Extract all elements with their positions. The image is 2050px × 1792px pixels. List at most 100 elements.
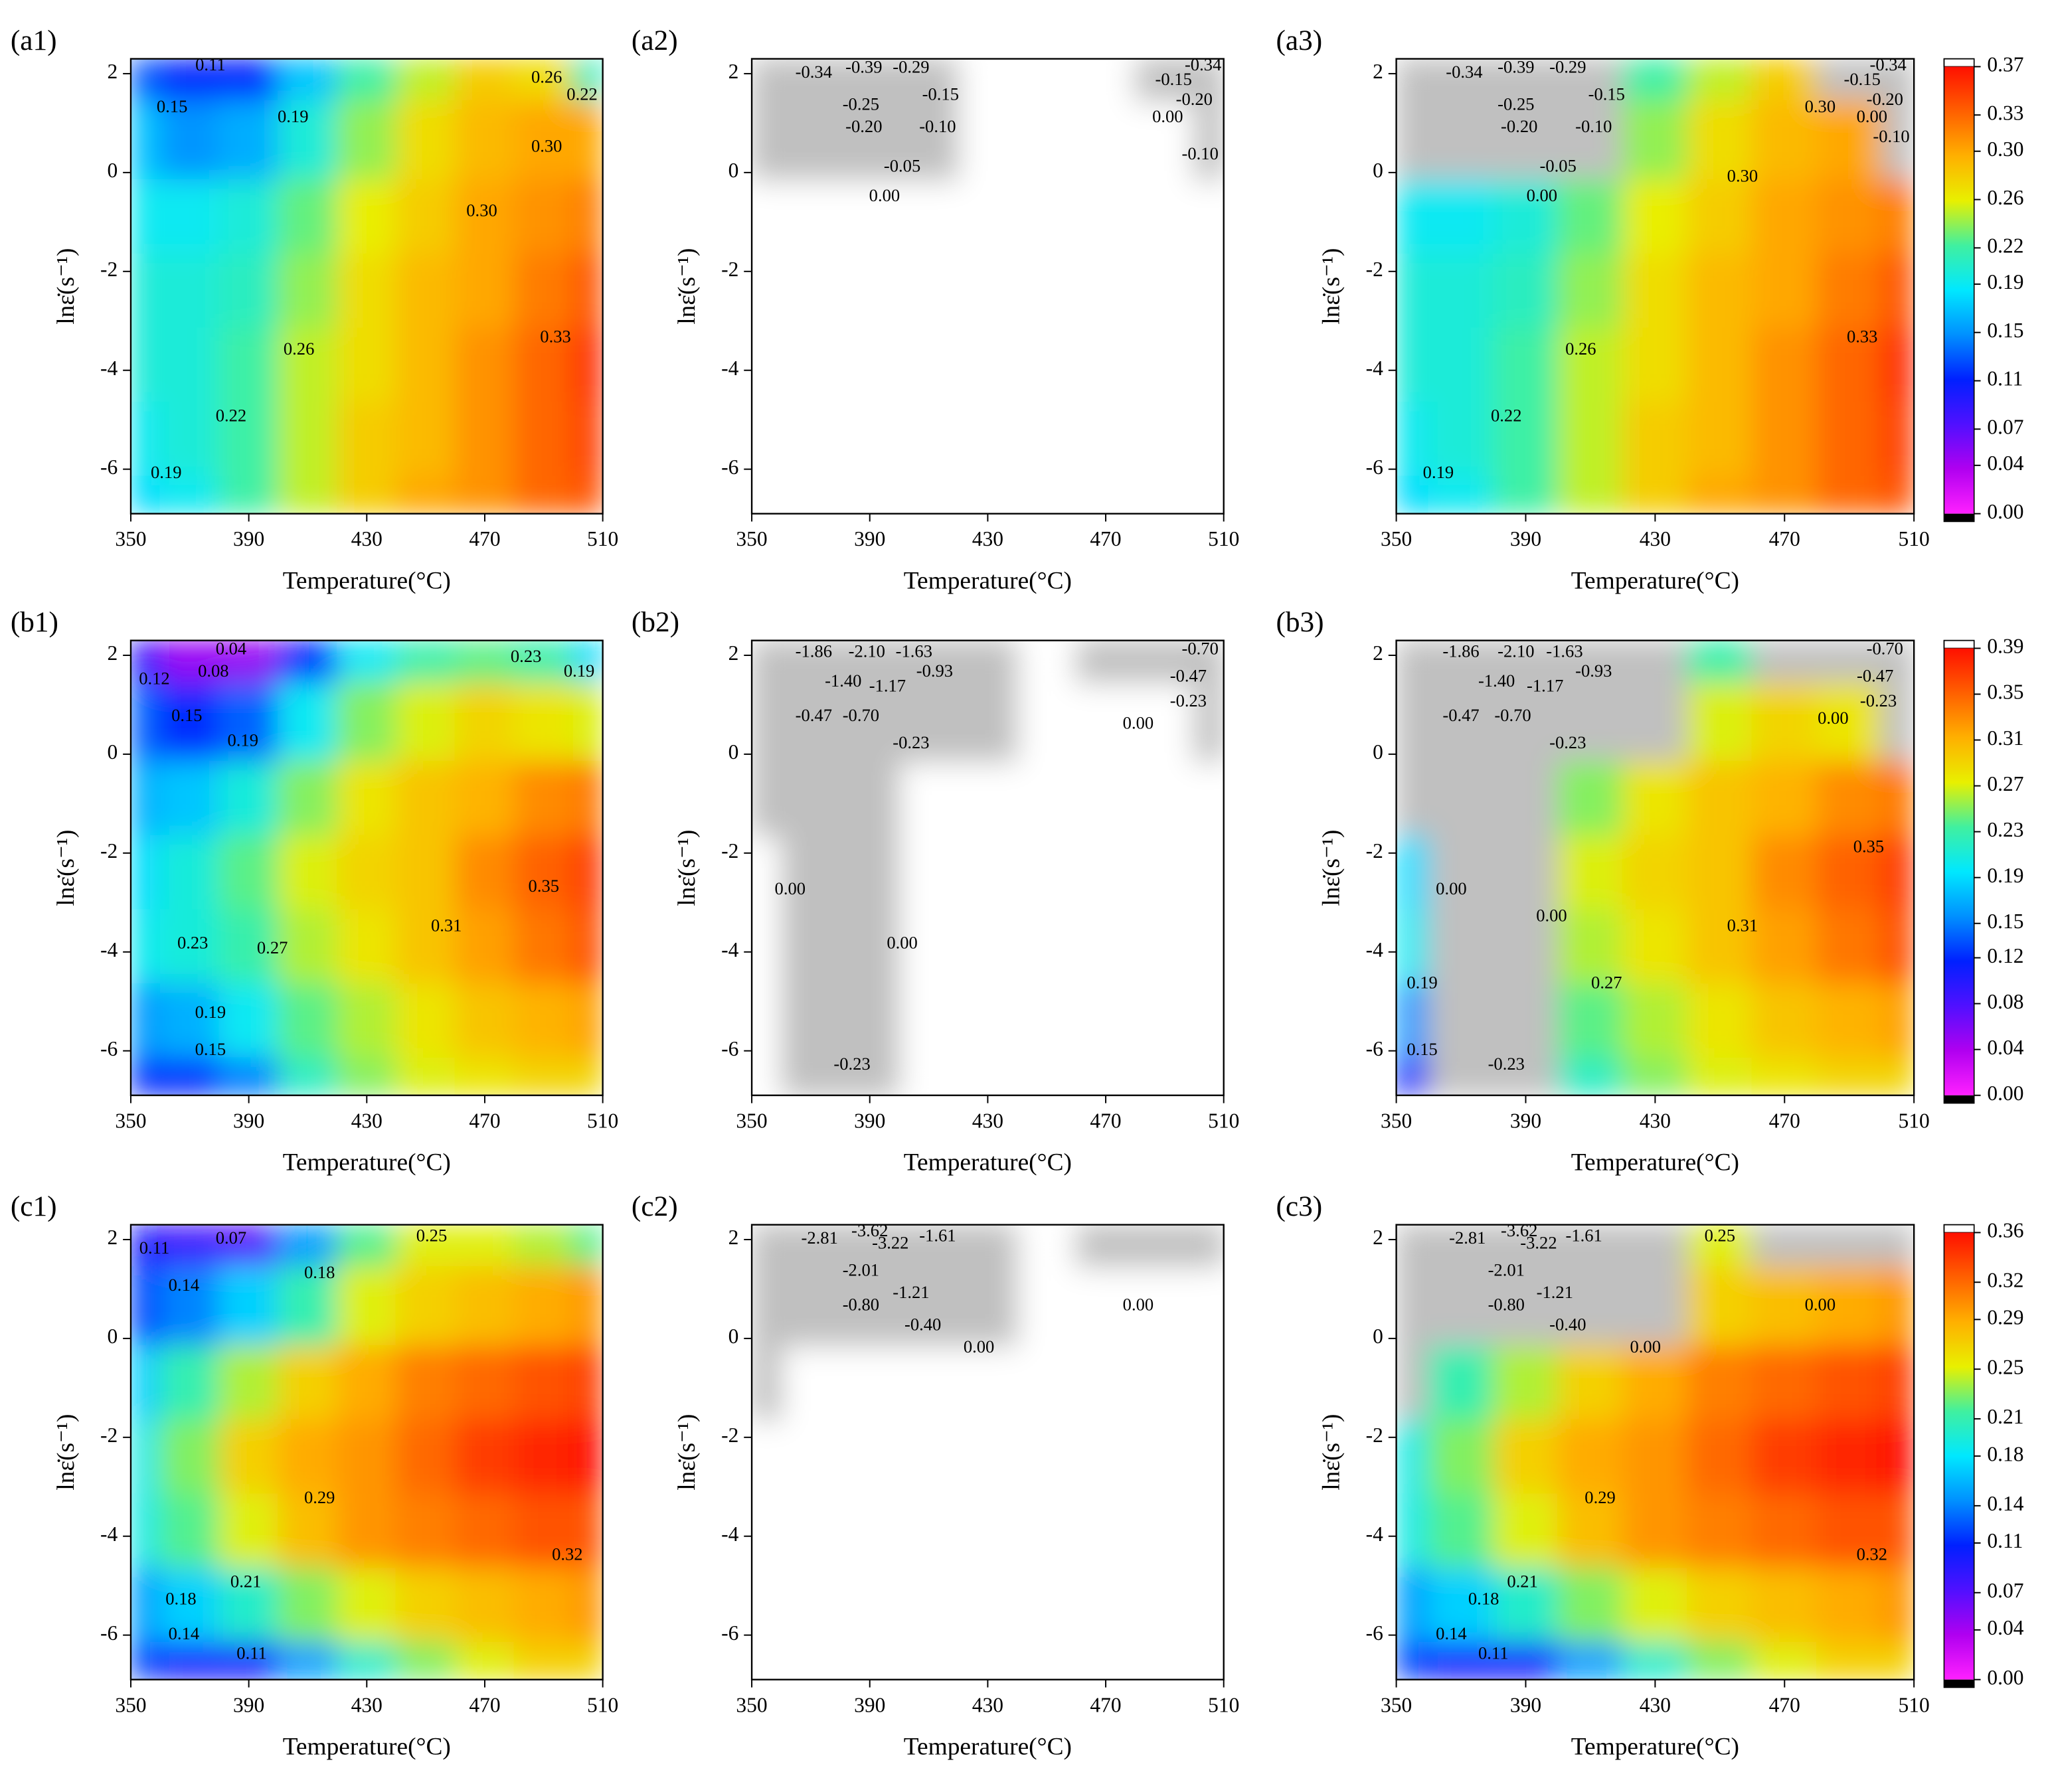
field-cell — [454, 681, 515, 763]
contour-label: -0.23 — [893, 732, 929, 752]
field-cell — [159, 909, 220, 985]
contour-label: -1.21 — [1537, 1282, 1573, 1302]
field-cell — [218, 327, 280, 404]
field-cell — [1622, 681, 1689, 763]
field — [1396, 640, 1915, 1096]
field-cell — [130, 640, 161, 683]
field-cell — [513, 1345, 574, 1421]
field-cell — [513, 327, 574, 404]
field-cell — [336, 253, 397, 329]
field-cell — [1428, 1224, 1494, 1267]
field-cell — [1492, 681, 1559, 763]
field-cell — [1557, 1265, 1624, 1347]
x-axis-label: Temperature(°C) — [1571, 1734, 1739, 1761]
field-cell — [1687, 835, 1753, 911]
field-cell — [839, 761, 900, 837]
contour-label: -0.70 — [1494, 705, 1531, 725]
field-cell — [1751, 1419, 1818, 1495]
field-cell — [130, 327, 161, 404]
y-tick-label: -6 — [721, 1037, 738, 1060]
field-cell — [1816, 1224, 1883, 1267]
contour-label: 0.21 — [1507, 1572, 1537, 1591]
field-cell — [1492, 1057, 1559, 1096]
field-cell — [1492, 640, 1559, 683]
field-cell — [1134, 640, 1195, 683]
field-cell — [278, 179, 338, 255]
contour-label: -1.61 — [1566, 1225, 1602, 1245]
field-cell — [1492, 983, 1559, 1059]
field-cell — [1622, 1568, 1689, 1643]
field-cell — [1557, 640, 1624, 683]
field-cell — [780, 1224, 841, 1267]
field-cell — [159, 475, 220, 514]
colorbar — [1944, 1232, 1974, 1680]
field-cell — [1687, 640, 1753, 683]
field-cell — [1816, 1265, 1883, 1347]
field-cell — [278, 1419, 338, 1495]
x-tick-label: 350 — [115, 1109, 146, 1132]
colorbar-tick-label: 0.15 — [1987, 319, 2023, 342]
field-cell — [1492, 1493, 1559, 1570]
field-cell — [1492, 179, 1559, 255]
x-tick-label: 430 — [351, 1693, 383, 1716]
contour-label: -0.10 — [1873, 126, 1909, 146]
field-cell — [1687, 1345, 1753, 1421]
field-cell — [1396, 475, 1430, 514]
field-cell — [454, 1419, 515, 1495]
field-cell — [1816, 100, 1883, 181]
field-cell — [1396, 1419, 1430, 1495]
field-cell — [572, 761, 603, 837]
field-cell — [395, 909, 456, 985]
field-cell — [454, 835, 515, 911]
field-cell — [1492, 909, 1559, 985]
field-cell — [336, 58, 397, 102]
contour-label: 0.18 — [1468, 1589, 1499, 1609]
field-cell — [513, 681, 574, 763]
colorbar-tick-label: 0.00 — [1987, 1666, 2023, 1689]
field-cell — [1557, 761, 1624, 837]
contour-label: 0.00 — [1818, 708, 1848, 728]
contour-label: 0.00 — [964, 1337, 994, 1356]
field-cell — [159, 640, 220, 683]
colorbar-tick-label: 0.36 — [1987, 1219, 2023, 1242]
field-cell — [780, 909, 841, 985]
panel-title: (c1) — [11, 1190, 57, 1222]
field-cell — [1622, 835, 1689, 911]
field-cell — [1881, 402, 1915, 477]
field-cell — [1428, 179, 1494, 255]
contour-label: 0.23 — [177, 933, 208, 953]
field-cell — [336, 835, 397, 911]
field-cell — [513, 58, 574, 102]
field-cell — [454, 1493, 515, 1570]
x-tick-label: 390 — [233, 527, 264, 550]
y-tick-label: 2 — [108, 60, 118, 83]
colorbar-top-cap — [1943, 639, 1975, 649]
field-cell — [1557, 100, 1624, 181]
colorbar — [1944, 648, 1974, 1096]
contour-label: 0.00 — [1436, 878, 1466, 898]
field-cell — [513, 983, 574, 1059]
field-cell — [1881, 1493, 1915, 1570]
contour-label: 0.26 — [284, 339, 314, 359]
field-cell — [1751, 58, 1818, 102]
field-cell — [1557, 983, 1624, 1059]
field-cell — [1751, 179, 1818, 255]
field-cell — [1751, 909, 1818, 985]
field-cell — [130, 1568, 161, 1643]
contour-label: 0.35 — [529, 876, 559, 896]
field-cell — [1881, 253, 1915, 329]
plot-area — [1396, 1224, 1915, 1680]
y-tick-label: -2 — [1366, 1424, 1383, 1447]
contour-label: -0.39 — [1497, 57, 1534, 77]
colorbar-tick-label: 0.08 — [1987, 990, 2023, 1013]
field-cell — [1492, 1419, 1559, 1495]
field-cell — [1557, 475, 1624, 514]
field-cell — [1557, 1057, 1624, 1096]
field-cell — [898, 1265, 959, 1347]
x-tick-label: 350 — [1381, 527, 1412, 550]
field-cell — [278, 1265, 338, 1347]
colorbar-frame — [1943, 58, 1975, 523]
y-tick-label: 2 — [1373, 1226, 1383, 1249]
plot-area — [1396, 58, 1915, 514]
x-tick-label: 350 — [736, 527, 767, 550]
